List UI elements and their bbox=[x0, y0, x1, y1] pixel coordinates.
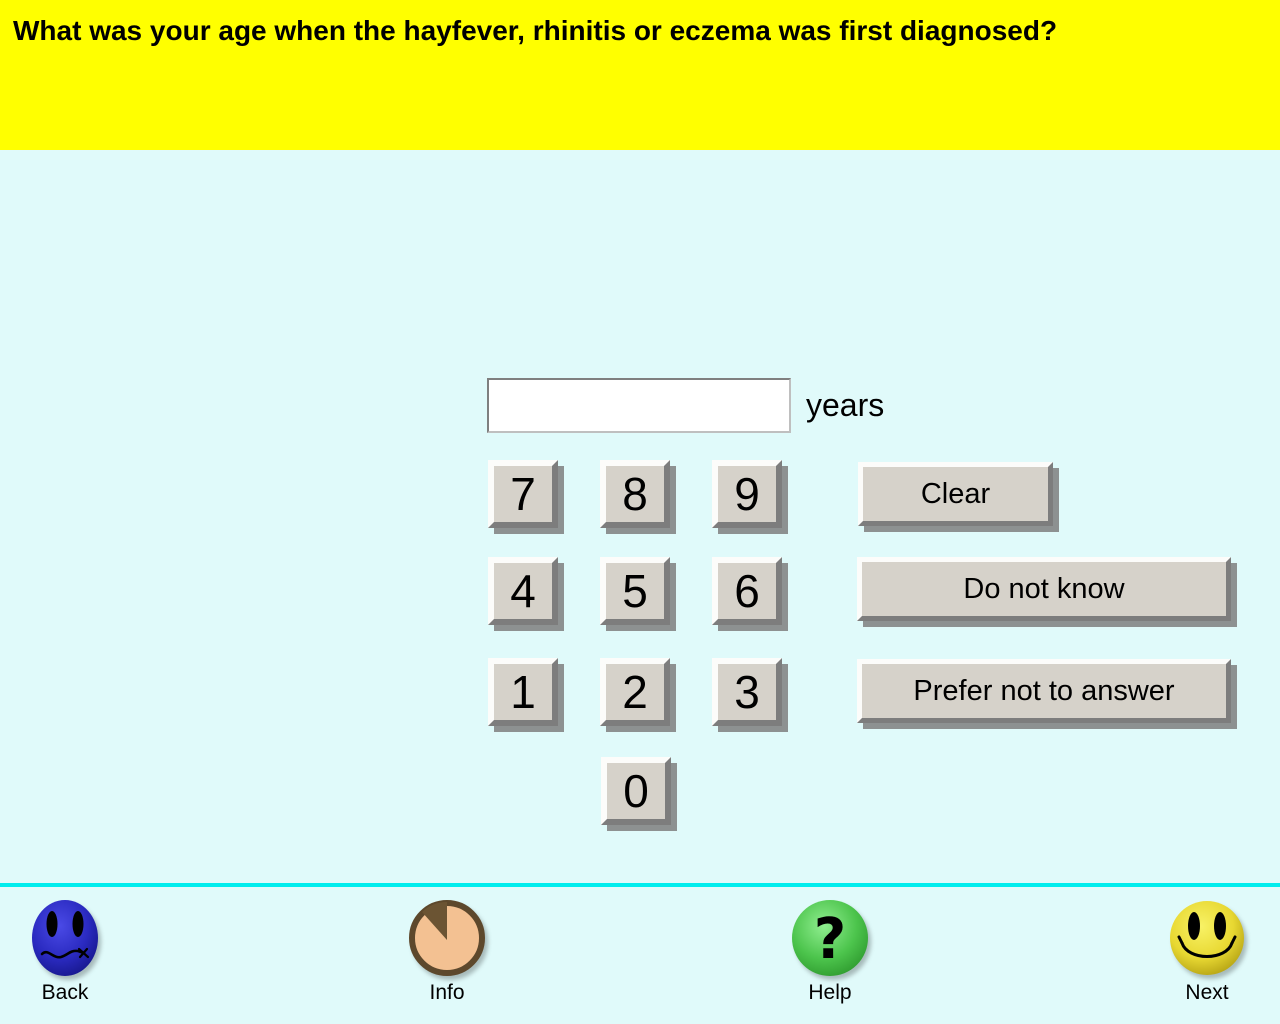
unit-label: years bbox=[806, 387, 885, 423]
info-label: Info bbox=[429, 981, 465, 1004]
smiley-face-icon bbox=[1170, 901, 1244, 975]
keypad-7-button[interactable]: 7 bbox=[488, 460, 558, 528]
back-button[interactable]: Back bbox=[0, 896, 130, 1005]
keypad-1-button[interactable]: 1 bbox=[488, 658, 558, 726]
keypad-4-button[interactable]: 4 bbox=[488, 557, 558, 625]
keypad-8-button[interactable]: 8 bbox=[600, 460, 670, 528]
keypad-3-button[interactable]: 3 bbox=[712, 658, 782, 726]
keypad-9-button[interactable]: 9 bbox=[712, 460, 782, 528]
prefer-not-to-answer-button[interactable]: Prefer not to answer bbox=[857, 659, 1231, 723]
keypad-2-button[interactable]: 2 bbox=[600, 658, 670, 726]
question-mark-icon: ? bbox=[792, 900, 868, 976]
do-not-know-button[interactable]: Do not know bbox=[857, 557, 1231, 621]
sad-face-icon bbox=[32, 900, 98, 976]
keypad-6-button[interactable]: 6 bbox=[712, 557, 782, 625]
info-button[interactable]: Info bbox=[382, 896, 512, 1005]
navbar-divider bbox=[0, 883, 1280, 887]
next-button[interactable]: Next bbox=[1142, 896, 1272, 1005]
keypad-5-button[interactable]: 5 bbox=[600, 557, 670, 625]
svg-text:?: ? bbox=[814, 907, 846, 972]
question-banner: What was your age when the hayfever, rhi… bbox=[0, 0, 1280, 150]
clear-button[interactable]: Clear bbox=[858, 462, 1053, 526]
help-label: Help bbox=[808, 981, 852, 1004]
back-label: Back bbox=[41, 981, 89, 1004]
question-text: What was your age when the hayfever, rhi… bbox=[13, 15, 1058, 46]
age-input[interactable] bbox=[487, 378, 791, 433]
keypad-0-button[interactable]: 0 bbox=[601, 757, 671, 825]
help-button[interactable]: ? Help bbox=[765, 896, 895, 1005]
pie-chart-icon bbox=[409, 900, 485, 976]
next-label: Next bbox=[1185, 981, 1229, 1004]
